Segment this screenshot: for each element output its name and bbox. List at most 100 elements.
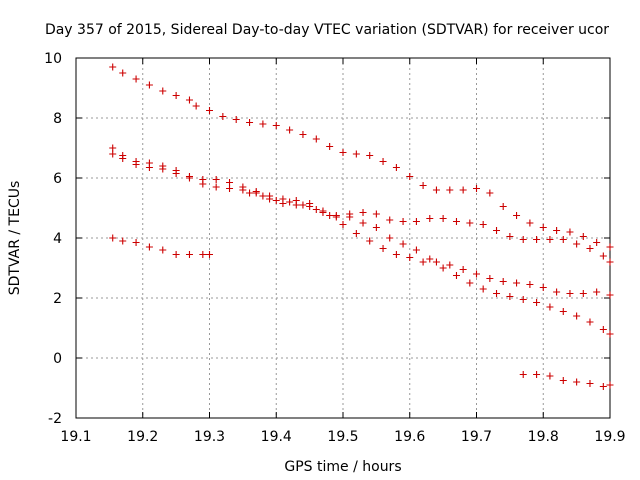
data-point: [439, 215, 447, 222]
x-tick-label: 19.3: [194, 429, 225, 445]
data-point: [366, 152, 374, 159]
data-point: [606, 243, 614, 251]
data-point: [312, 206, 320, 213]
data-point: [533, 299, 541, 306]
y-tick-label: 4: [53, 231, 62, 247]
data-point: [446, 186, 454, 194]
data-point: [559, 236, 567, 243]
data-point: [399, 240, 407, 248]
y-tick-label: 10: [44, 51, 62, 67]
data-point: [459, 186, 467, 194]
data-point: [199, 180, 207, 188]
data-point: [566, 290, 574, 297]
data-point: [499, 278, 507, 285]
data-point: [419, 258, 427, 266]
y-tick-label: -2: [48, 411, 62, 427]
data-point: [526, 281, 534, 288]
data-point: [132, 161, 140, 168]
data-point: [406, 173, 414, 180]
data-point: [499, 203, 507, 210]
data-point: [533, 236, 541, 243]
data-point: [432, 258, 440, 266]
data-point: [372, 224, 380, 231]
y-tick-label: 8: [53, 111, 62, 127]
data-point: [212, 183, 220, 191]
data-point: [339, 149, 347, 156]
data-point: [452, 218, 460, 225]
data-point: [286, 198, 294, 206]
data-point: [286, 126, 294, 134]
data-point: [145, 81, 153, 89]
data-point: [493, 227, 501, 234]
data-point: [546, 303, 554, 311]
chart-title: Day 357 of 2015, Sidereal Day-to-day VTE…: [45, 22, 609, 38]
data-point: [132, 239, 140, 246]
data-point: [446, 261, 454, 269]
data-point: [599, 326, 607, 333]
data-point: [379, 245, 387, 252]
data-point: [352, 230, 360, 237]
series-track-2: [109, 144, 614, 338]
series-track-4: [109, 234, 213, 258]
data-point: [319, 209, 327, 216]
data-point: [352, 150, 360, 158]
data-point: [392, 251, 400, 258]
data-point: [466, 279, 474, 287]
axis-ticks: 19.1 19.2 19.3 19.4 19.5 19.6 19.7 19.8 19.9 -2 0 2…: [44, 51, 625, 445]
data-point: [473, 185, 480, 192]
data-point: [406, 254, 414, 261]
data-point: [219, 113, 227, 120]
data-point: [553, 288, 561, 296]
data-point: [566, 228, 574, 236]
data-point: [606, 381, 614, 389]
data-point: [246, 189, 254, 197]
x-tick-label: 19.7: [461, 429, 492, 445]
data-point: [109, 234, 117, 242]
data-point: [426, 215, 434, 222]
data-point: [159, 246, 167, 254]
data-point: [326, 212, 334, 219]
data-point: [586, 318, 594, 326]
y-axis-label: SDTVAR / TECUs: [7, 181, 23, 296]
data-point: [599, 383, 607, 390]
data-point: [292, 201, 300, 209]
data-point: [593, 239, 601, 246]
data-point: [326, 143, 334, 150]
data-point: [412, 218, 420, 225]
data-point: [486, 189, 494, 197]
data-point: [479, 221, 487, 228]
data-point: [259, 192, 267, 200]
data-point: [559, 377, 567, 384]
x-tick-label: 19.2: [127, 429, 158, 445]
data-point: [432, 186, 440, 194]
data-point: [199, 251, 207, 258]
data-point: [473, 270, 480, 278]
data-point: [359, 219, 367, 227]
data-point: [172, 170, 180, 177]
data-point: [519, 236, 527, 243]
data-point: [109, 63, 117, 71]
data-point: [119, 69, 127, 77]
data-point: [459, 266, 467, 273]
data-point: [332, 213, 340, 221]
data-point: [519, 296, 527, 303]
data-point: [399, 218, 407, 225]
data-point: [185, 251, 193, 258]
data-point: [533, 371, 541, 378]
data-point: [272, 197, 280, 204]
data-point: [479, 285, 487, 293]
data-point: [239, 186, 247, 194]
data-point: [526, 219, 534, 227]
data-point: [279, 200, 287, 207]
data-point: [185, 174, 193, 182]
series-track-6: [519, 371, 614, 390]
data-point: [212, 176, 220, 183]
data-point: [259, 120, 267, 128]
x-tick-label: 19.4: [261, 429, 292, 445]
data-point: [299, 201, 307, 209]
data-point: [299, 131, 307, 138]
data-point: [573, 240, 581, 248]
data-point: [573, 378, 581, 386]
data-point: [579, 233, 587, 240]
